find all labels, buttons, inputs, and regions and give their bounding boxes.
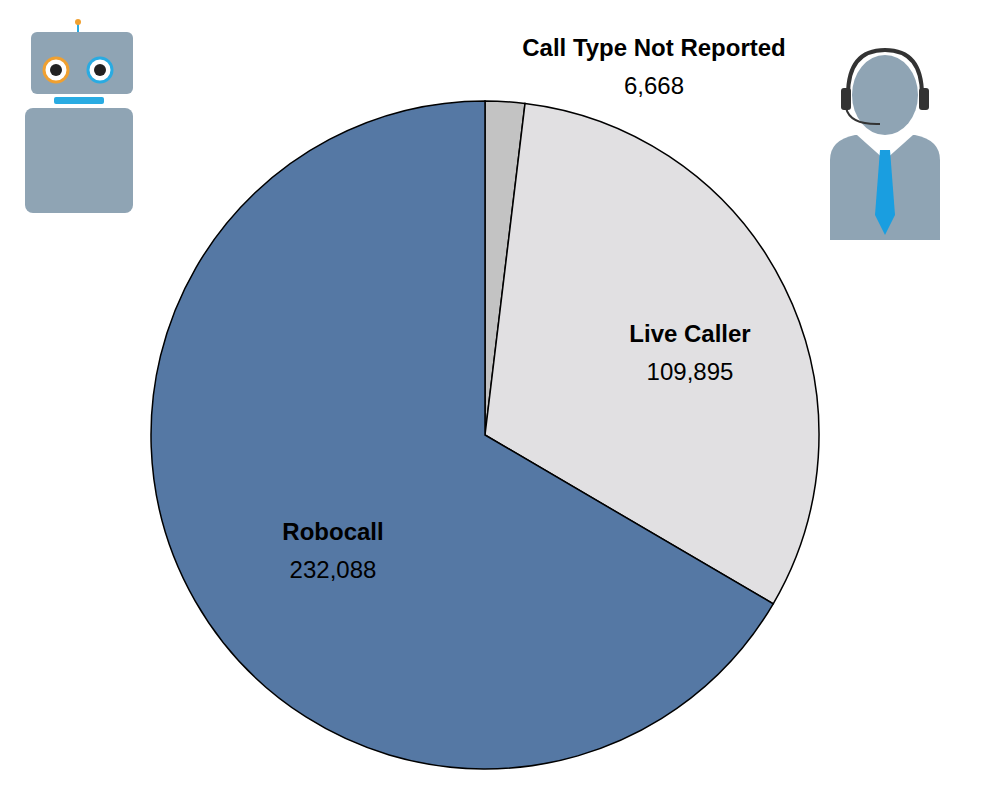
robot-antenna-tip [75, 19, 81, 25]
robot-pupil [50, 64, 62, 76]
pie-slice [151, 101, 773, 769]
value-label: 6,668 [624, 72, 684, 99]
value-label: 232,088 [290, 556, 377, 583]
robot-mouth [54, 97, 104, 104]
chart-svg: Call Type Not Reported 6,668 Live Caller 10… [0, 0, 994, 805]
pie [151, 101, 819, 769]
person-microphone [846, 108, 880, 124]
category-label: Live Caller [629, 320, 750, 347]
value-label: 109,895 [647, 358, 734, 385]
person-icon [830, 50, 940, 240]
category-label: Call Type Not Reported [522, 34, 786, 61]
category-label: Robocall [282, 518, 383, 545]
person-body [830, 135, 940, 240]
robot-antenna [77, 24, 79, 32]
person-earpiece [841, 88, 851, 110]
robot-head [31, 32, 133, 94]
robot-eye [44, 58, 68, 82]
person-headset [848, 50, 922, 95]
robot-body [25, 108, 133, 213]
person-tie [875, 150, 895, 235]
chart-container: Call Type Not Reported 6,668 Live Caller 10… [0, 0, 994, 805]
robot-pupil [94, 64, 106, 76]
person-earpiece [919, 88, 929, 110]
robot-icon [25, 19, 133, 213]
robot-eye [88, 58, 112, 82]
labels: Call Type Not Reported 6,668 Live Caller 10… [282, 34, 785, 583]
